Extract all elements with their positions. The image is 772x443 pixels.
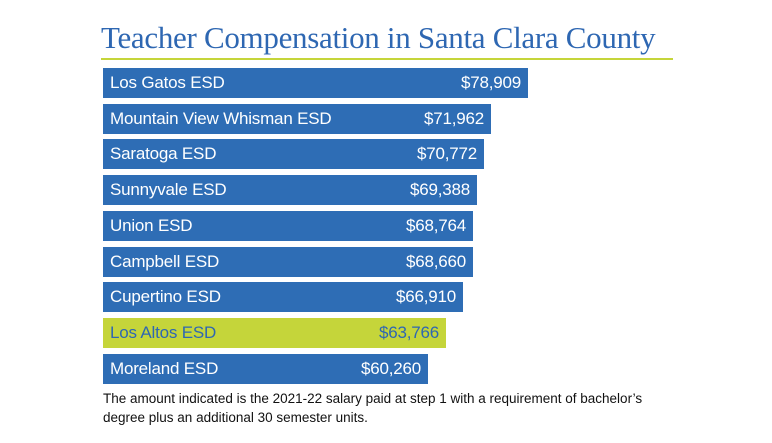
bar-value-label: $71,962	[423, 109, 484, 128]
bar-los-gatos-esd: Los Gatos ESD $78,909	[103, 68, 528, 98]
bar-value-label: $68,764	[405, 216, 466, 235]
bar-category-label: Sunnyvale ESD	[110, 180, 227, 199]
bar-campbell-esd: Campbell ESD $68,660	[103, 247, 473, 277]
bar-los-altos-esd: Los Altos ESD $63,766	[103, 318, 446, 348]
bar-category-label: Los Altos ESD	[110, 323, 217, 342]
bar-category-label: Los Gatos ESD	[110, 73, 225, 92]
bar-category-label: Campbell ESD	[110, 252, 220, 271]
bar-category-label: Mountain View Whisman ESD	[110, 109, 332, 128]
bar-value-label: $63,766	[378, 323, 439, 342]
bar-category-label: Cupertino ESD	[110, 287, 221, 306]
bar-value-label: $70,772	[416, 144, 477, 163]
chart-title: Teacher Compensation in Santa Clara Coun…	[101, 20, 656, 55]
bar-cupertino-esd: Cupertino ESD $66,910	[103, 282, 463, 312]
bar-value-label: $66,910	[395, 287, 456, 306]
bar-value-label: $68,660	[405, 252, 466, 271]
bar-category-label: Saratoga ESD	[110, 144, 217, 163]
bar-saratoga-esd: Saratoga ESD $70,772	[103, 139, 484, 169]
chart-footnote: The amount indicated is the 2021-22 sala…	[103, 391, 643, 425]
title-underline	[101, 58, 673, 60]
bar-sunnyvale-esd: Sunnyvale ESD $69,388	[103, 175, 477, 205]
bar-category-label: Moreland ESD	[110, 359, 219, 378]
bar-value-label: $60,260	[360, 359, 421, 378]
bar-union-esd: Union ESD $68,764	[103, 211, 473, 241]
bar-moreland-esd: Moreland ESD $60,260	[103, 354, 428, 384]
bar-category-label: Union ESD	[110, 216, 193, 235]
bar-value-label: $78,909	[460, 73, 521, 92]
bar-value-label: $69,388	[409, 180, 470, 199]
bar-mountain-view-whisman-esd: Mountain View Whisman ESD $71,962	[103, 104, 491, 134]
